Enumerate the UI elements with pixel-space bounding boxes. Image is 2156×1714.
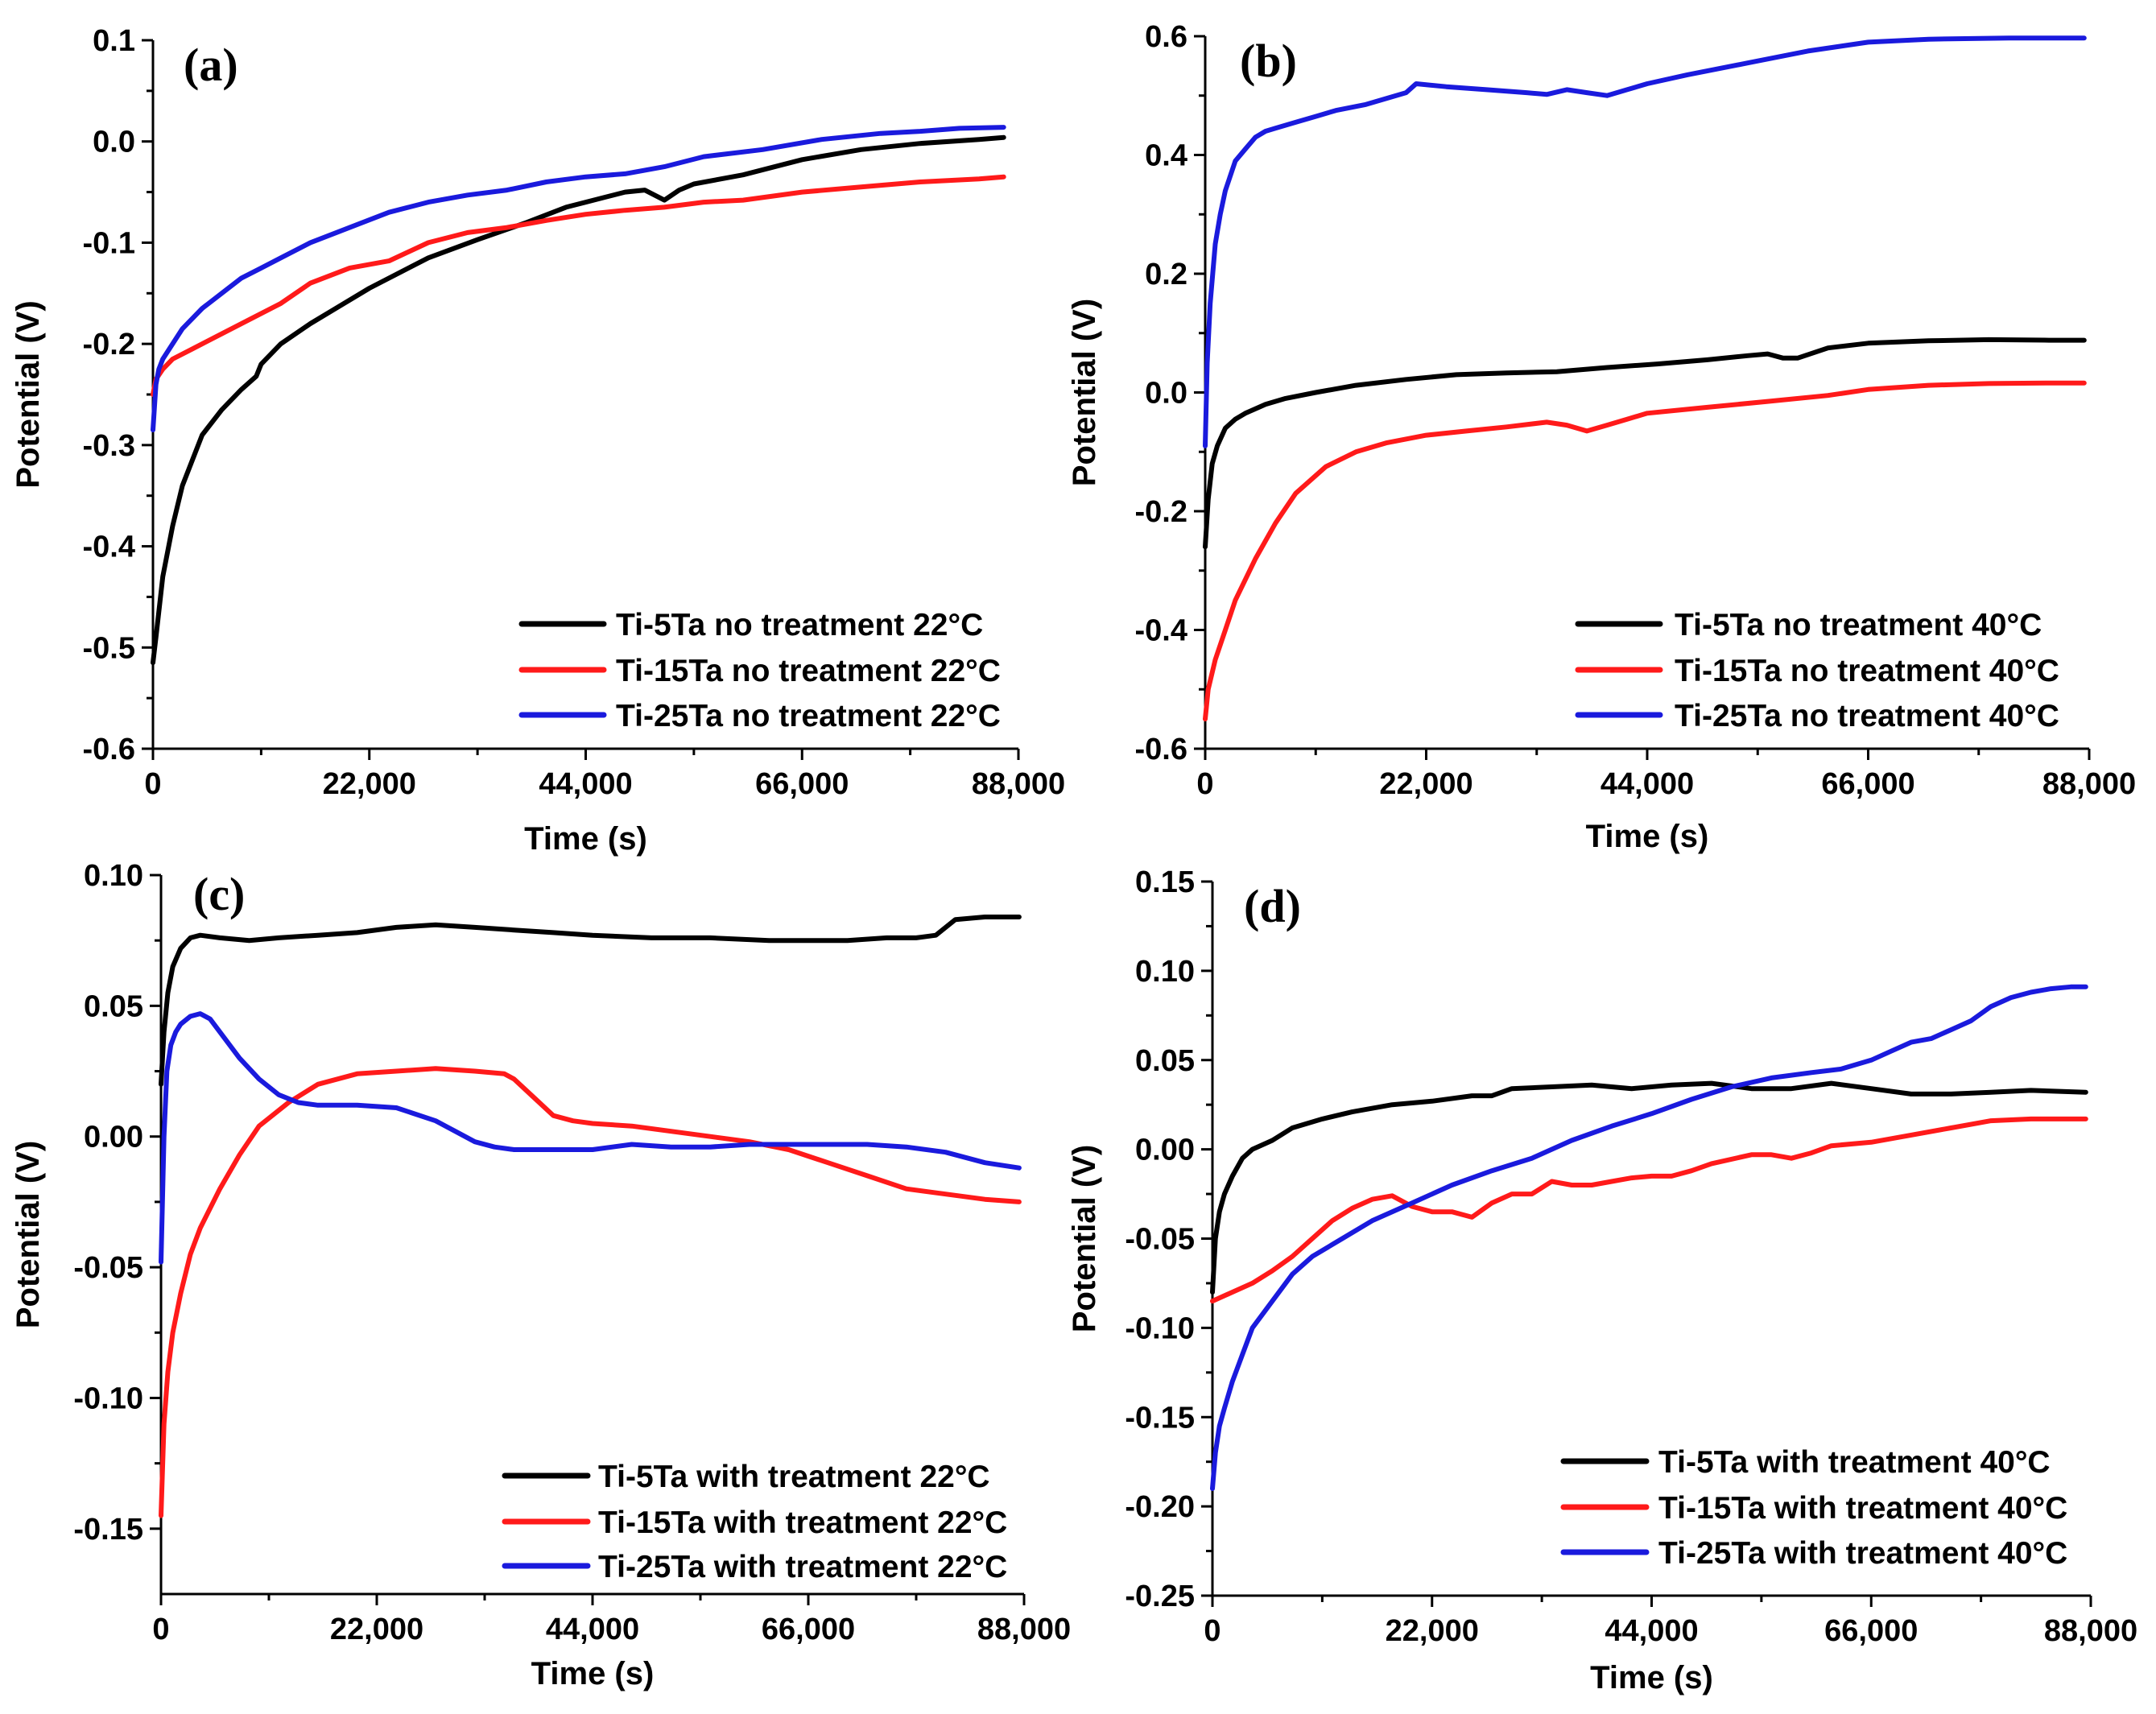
- y-tick-label: 0.15: [1135, 865, 1195, 899]
- x-tick-label: 22,000: [1386, 1614, 1479, 1648]
- y-tick-label: 0.10: [1135, 955, 1195, 989]
- x-tick-label: 88,000: [2042, 767, 2136, 801]
- y-tick-label: -0.15: [73, 1513, 143, 1547]
- x-tick-label: 0: [144, 767, 161, 801]
- x-axis-title: Time (s): [531, 1656, 655, 1691]
- legend-label: Ti-15Ta with treatment 40°C: [1658, 1491, 2067, 1526]
- x-axis-title: Time (s): [1590, 1660, 1713, 1695]
- x-tick-label: 22,000: [1379, 767, 1472, 801]
- y-tick-label: 0.00: [84, 1121, 143, 1154]
- y-tick-label: 0.0: [93, 126, 135, 159]
- y-tick-label: 0.0: [1145, 377, 1187, 411]
- legend-label: Ti-5Ta with treatment 22°C: [598, 1460, 990, 1494]
- y-tick-label: -0.6: [83, 733, 135, 766]
- x-tick-label: 0: [1196, 767, 1213, 801]
- series-line-blue: [159, 1011, 1022, 1265]
- y-axis-title: Potential (V): [1067, 299, 1102, 486]
- chart-panel-d: -0.25 -0.20 -0.15 -0.10 -0.05 0.00 0.05 0.10 0.1…: [1067, 865, 2137, 1695]
- legend-label: Ti-15Ta no treatment 22°C: [616, 654, 1001, 688]
- x-tick-label: 66,000: [1821, 767, 1914, 801]
- series-line-red: [1210, 1116, 2088, 1304]
- series-line-blue: [1210, 984, 2088, 1491]
- y-tick-label: -0.05: [73, 1251, 143, 1285]
- y-tick-label: -0.3: [83, 429, 135, 463]
- legend-label: Ti-15Ta with treatment 22°C: [598, 1505, 1007, 1540]
- x-tick-label: 88,000: [2044, 1614, 2137, 1648]
- x-tick-label: 66,000: [755, 767, 849, 801]
- x-tick-label: 44,000: [546, 1613, 639, 1646]
- x-tick-label: 22,000: [330, 1613, 423, 1646]
- y-tick-label: -0.6: [1135, 733, 1187, 766]
- x-tick-label: 22,000: [323, 767, 416, 801]
- y-tick-label: -0.05: [1125, 1223, 1195, 1257]
- y-tick-label: -0.25: [1125, 1580, 1195, 1613]
- y-tick-label: -0.4: [1135, 614, 1187, 648]
- x-tick-label: 44,000: [1605, 1614, 1698, 1648]
- x-tick-label: 88,000: [972, 767, 1065, 801]
- panel-label: (b): [1240, 35, 1297, 87]
- series-line-blue: [151, 125, 1006, 432]
- y-tick-label: 0.6: [1145, 20, 1187, 54]
- y-tick-label: -0.20: [1125, 1490, 1195, 1524]
- x-tick-label: 44,000: [1600, 767, 1694, 801]
- x-tick-label: 0: [1204, 1614, 1220, 1648]
- legend-label: Ti-5Ta with treatment 40°C: [1658, 1445, 2051, 1480]
- x-axis-title: Time (s): [1586, 819, 1709, 854]
- y-axis-title: Potential (V): [10, 1141, 46, 1328]
- legend-label: Ti-25Ta no treatment 22°C: [616, 699, 1001, 733]
- x-tick-label: 66,000: [762, 1613, 855, 1646]
- y-tick-label: -0.15: [1125, 1401, 1195, 1435]
- series-line-black: [1210, 1080, 2088, 1295]
- series-line-black: [151, 134, 1006, 666]
- y-tick-label: -0.2: [83, 328, 135, 361]
- y-tick-label: -0.5: [83, 631, 135, 665]
- y-tick-label: 0.1: [93, 24, 135, 58]
- y-tick-label: 0.05: [84, 989, 143, 1023]
- series-line-blue: [1203, 35, 2087, 448]
- legend-label: Ti-5Ta no treatment 40°C: [1675, 608, 2042, 642]
- legend-label: Ti-15Ta no treatment 40°C: [1675, 654, 2059, 688]
- series-line-red: [151, 174, 1006, 397]
- chart-panel-c: -0.15 -0.10 -0.05 0.00 0.05 0.10 0 22,000 44,000…: [10, 859, 1071, 1691]
- legend-label: Ti-5Ta no treatment 22°C: [616, 608, 983, 642]
- x-tick-label: 66,000: [1824, 1614, 1918, 1648]
- y-tick-label: 0.10: [84, 859, 143, 893]
- chart-panel-a: -0.6 -0.5 -0.4 -0.3 -0.2 -0.1 0.0 0.1 0 22,000 44,…: [10, 24, 1065, 857]
- series-line-black: [1203, 337, 2087, 550]
- legend-label: Ti-25Ta with treatment 22°C: [598, 1550, 1007, 1584]
- y-tick-label: -0.10: [1125, 1311, 1195, 1345]
- legend-label: Ti-25Ta no treatment 40°C: [1675, 699, 2059, 733]
- y-tick-label: 0.05: [1135, 1044, 1195, 1078]
- y-tick-label: -0.2: [1135, 495, 1187, 529]
- y-tick-label: -0.1: [83, 226, 135, 260]
- y-tick-label: 0.00: [1135, 1134, 1195, 1167]
- panel-label: (c): [193, 868, 245, 920]
- y-tick-label: -0.10: [73, 1382, 143, 1415]
- y-axis-title: Potential (V): [10, 300, 46, 488]
- y-tick-label: -0.4: [83, 531, 135, 564]
- x-tick-label: 0: [152, 1613, 169, 1646]
- series-line-red: [1203, 380, 2087, 722]
- chart-panel-b: -0.6 -0.4 -0.2 0.0 0.2 0.4 0.6 0 22,000 44,000 66,…: [1067, 20, 2136, 854]
- panel-label: (d): [1244, 880, 1301, 932]
- y-axis-title: Potential (V): [1067, 1145, 1102, 1332]
- legend-label: Ti-25Ta with treatment 40°C: [1658, 1536, 2067, 1571]
- y-tick-label: 0.2: [1145, 258, 1187, 291]
- x-tick-label: 88,000: [977, 1613, 1071, 1646]
- x-axis-title: Time (s): [524, 821, 647, 857]
- y-tick-label: 0.4: [1145, 139, 1187, 173]
- x-tick-label: 44,000: [539, 767, 632, 801]
- panel-label: (a): [184, 39, 238, 91]
- series-line-red: [159, 1066, 1022, 1518]
- series-line-black: [159, 915, 1022, 1087]
